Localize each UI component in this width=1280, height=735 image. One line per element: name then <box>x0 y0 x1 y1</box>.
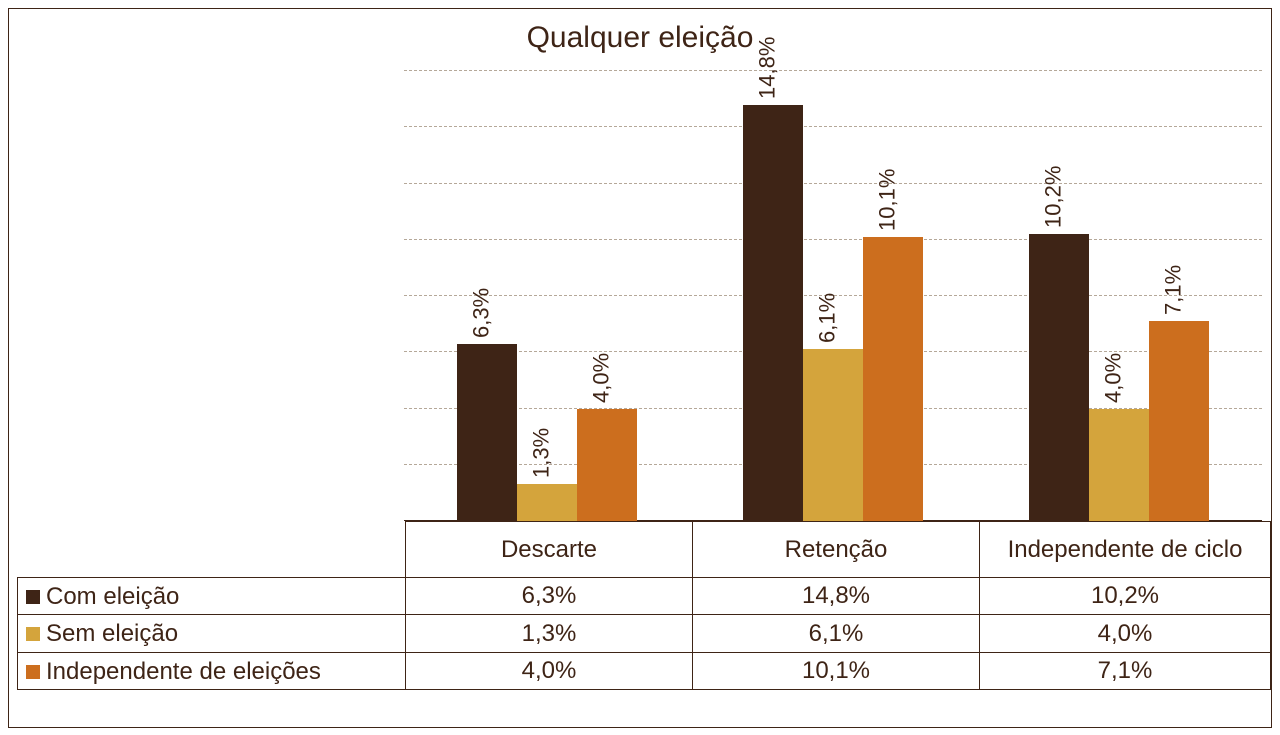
legend-swatch <box>26 590 40 604</box>
table-corner <box>18 522 406 578</box>
table-cell: 4,0% <box>980 615 1271 652</box>
bar-label: 1,3% <box>529 428 555 478</box>
bar-2-2: 7,1% <box>1149 321 1209 521</box>
table-cell: 4,0% <box>406 652 693 689</box>
bar-label: 4,0% <box>589 352 615 402</box>
legend-swatch <box>26 627 40 641</box>
legend-swatch <box>26 665 40 679</box>
table-cell: 10,2% <box>980 578 1271 615</box>
bar-label: 6,1% <box>815 293 841 343</box>
bar-label: 7,1% <box>1161 265 1187 315</box>
data-table: DescarteRetençãoIndependente de ciclo Com… <box>17 521 1271 690</box>
table-row-label-text: Sem eleição <box>46 620 178 647</box>
bar-2-0: 4,0% <box>577 409 637 522</box>
gridline <box>404 126 1262 127</box>
bar-label: 6,3% <box>469 288 495 338</box>
bar-label: 10,1% <box>875 169 901 231</box>
bar-1-2: 4,0% <box>1089 409 1149 522</box>
chart-container: Qualquer eleição 6,3%1,3%4,0%14,8%6,1%10… <box>8 8 1272 728</box>
table-col-header: Retenção <box>693 522 980 578</box>
bar-label: 10,2% <box>1041 166 1067 228</box>
bar-1-1: 6,1% <box>803 349 863 521</box>
table-col-header: Descarte <box>406 522 693 578</box>
gridline <box>404 183 1262 184</box>
table-row-label-text: Com eleição <box>46 583 179 610</box>
table-row-label: Independente de eleições <box>18 652 406 689</box>
table-col-header: Independente de ciclo <box>980 522 1271 578</box>
table-cell: 14,8% <box>693 578 980 615</box>
bar-label: 4,0% <box>1101 352 1127 402</box>
table-row-label-text: Independente de eleições <box>46 658 321 685</box>
table-row-label: Com eleição <box>18 578 406 615</box>
bar-label: 14,8% <box>755 36 781 98</box>
table-cell: 10,1% <box>693 652 980 689</box>
bar-2-1: 10,1% <box>863 237 923 521</box>
table-row-label: Sem eleição <box>18 615 406 652</box>
table-cell: 1,3% <box>406 615 693 652</box>
bar-1-0: 1,3% <box>517 484 577 521</box>
bar-0-2: 10,2% <box>1029 234 1089 521</box>
table-cell: 6,3% <box>406 578 693 615</box>
table-cell: 6,1% <box>693 615 980 652</box>
gridline <box>404 70 1262 71</box>
table-cell: 7,1% <box>980 652 1271 689</box>
plot-area: 6,3%1,3%4,0%14,8%6,1%10,1%10,2%4,0%7,1% <box>404 71 1262 521</box>
bar-0-0: 6,3% <box>457 344 517 521</box>
gridline <box>404 239 1262 240</box>
chart-title: Qualquer eleição <box>9 21 1271 55</box>
bar-0-1: 14,8% <box>743 105 803 521</box>
